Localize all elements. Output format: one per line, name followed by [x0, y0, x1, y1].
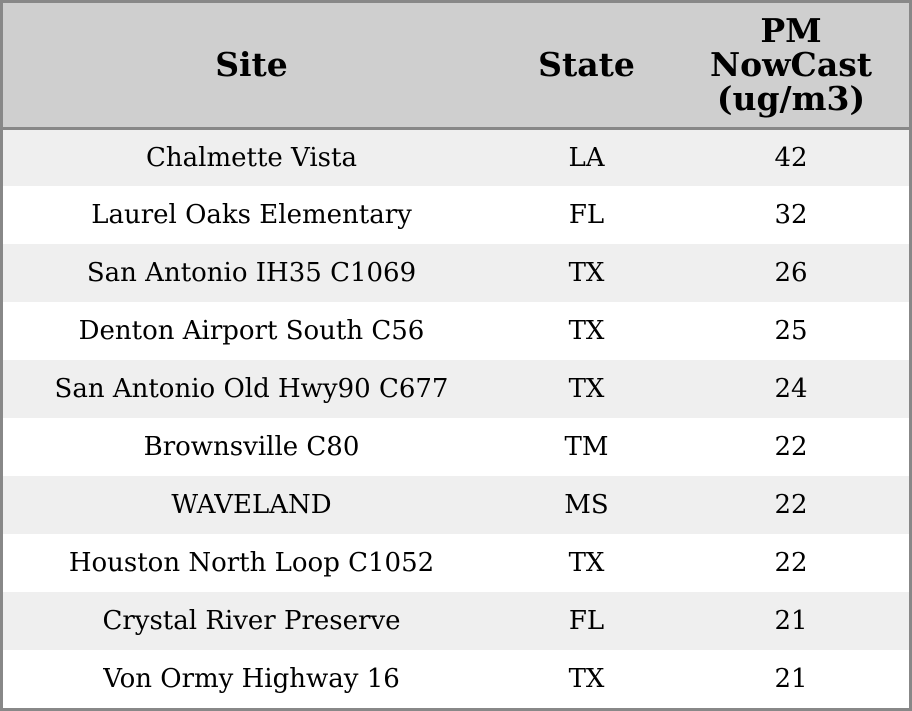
table-header: Site State PM NowCast (ug/m3): [3, 3, 909, 130]
cell-pm: 22: [774, 548, 808, 578]
cell-state: TX: [568, 258, 605, 288]
cell-state: TX: [568, 316, 605, 346]
table-row: San Antonio Old Hwy90 C677 TX 24: [3, 360, 909, 418]
cell-site: Crystal River Preserve: [102, 606, 401, 636]
cell-state: TX: [568, 664, 605, 694]
cell-site: WAVELAND: [171, 490, 332, 520]
cell-state: TM: [564, 432, 609, 462]
header-site: Site: [3, 3, 500, 130]
table-row: WAVELAND MS 22: [3, 476, 909, 534]
cell-pm: 32: [774, 200, 808, 230]
header-state: State: [500, 3, 673, 130]
cell-state: FL: [568, 606, 605, 636]
cell-state: LA: [568, 142, 605, 173]
table-row: Von Ormy Highway 16 TX 21: [3, 650, 909, 708]
cell-pm: 25: [774, 316, 808, 346]
cell-site: San Antonio IH35 C1069: [86, 258, 417, 288]
cell-state: FL: [568, 200, 605, 230]
cell-site: Houston North Loop C1052: [68, 548, 435, 578]
pm-nowcast-table: Site State PM NowCast (ug/m3) Chalmette …: [3, 3, 909, 708]
cell-site: Denton Airport South C56: [78, 316, 425, 346]
cell-site: San Antonio Old Hwy90 C677: [54, 374, 449, 404]
cell-state: MS: [564, 490, 609, 520]
cell-site: Brownsville C80: [143, 432, 360, 462]
table-body: Chalmette Vista LA 42 Laurel Oaks Elemen…: [3, 128, 909, 708]
table-row: Chalmette Vista LA 42: [3, 128, 909, 186]
cell-site: Chalmette Vista: [146, 142, 357, 173]
cell-pm: 26: [774, 258, 808, 288]
cell-pm: 21: [774, 606, 808, 636]
header-pm-line2: NowCast: [709, 44, 873, 84]
cell-state: TX: [568, 548, 605, 578]
cell-pm: 22: [774, 490, 808, 520]
table-row: San Antonio IH35 C1069 TX 26: [3, 244, 909, 302]
table-row: Brownsville C80 TM 22: [3, 418, 909, 476]
cell-pm: 21: [774, 664, 808, 694]
header-pm-nowcast: PM NowCast (ug/m3): [673, 3, 909, 130]
header-row: Site State PM NowCast (ug/m3): [3, 3, 909, 130]
header-pm-line1: PM: [760, 10, 822, 50]
table-row: Denton Airport South C56 TX 25: [3, 302, 909, 360]
table-row: Houston North Loop C1052 TX 22: [3, 534, 909, 592]
cell-pm: 22: [774, 432, 808, 462]
cell-site: Von Ormy Highway 16: [103, 664, 400, 694]
cell-pm: 42: [774, 142, 808, 173]
cell-state: TX: [568, 374, 605, 404]
cell-pm: 24: [774, 374, 808, 404]
cell-site: Laurel Oaks Elementary: [91, 200, 412, 230]
table-row: Laurel Oaks Elementary FL 32: [3, 186, 909, 244]
table-row: Crystal River Preserve FL 21: [3, 592, 909, 650]
header-pm-line3: (ug/m3): [716, 78, 866, 118]
